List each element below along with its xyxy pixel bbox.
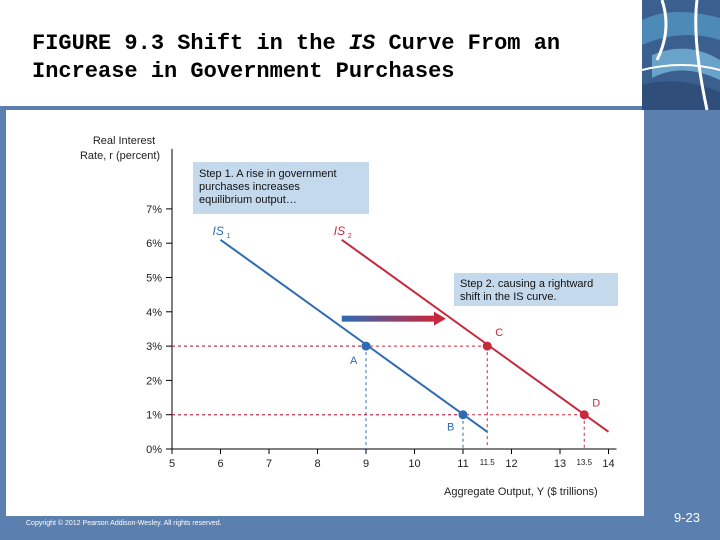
annotation-step2-line: shift in the IS curve.	[460, 291, 557, 303]
point-c	[482, 341, 492, 351]
annotation-step2-line: Step 2. causing a rightward	[460, 278, 593, 290]
x-tick-label: 9	[363, 458, 369, 470]
x-tick-label-extra: 13.5	[576, 458, 592, 467]
x-tick-label: 13	[554, 458, 566, 470]
point-label-a: A	[350, 355, 358, 367]
point-d	[579, 410, 589, 420]
x-tick-label: 12	[505, 458, 517, 470]
annotation-step1-line: equilibrium output…	[199, 194, 297, 206]
y-axis-label-line1: Real Interest	[93, 135, 155, 147]
decorative-corner-graphic	[642, 0, 720, 110]
series-label-subscript: 1	[227, 233, 231, 240]
title-italic: IS	[348, 31, 376, 56]
annotation-step2-box	[454, 273, 618, 306]
annotation-step1-line: Step 1. A rise in government	[199, 168, 337, 180]
title-suffix: Curve From an Increase in Government Pur…	[32, 31, 561, 84]
y-axis-label-line2: Rate, r (percent)	[80, 150, 160, 162]
x-axis-label: Aggregate Output, Y ($ trillions)	[444, 486, 598, 498]
y-tick-label: 0%	[146, 444, 162, 456]
copyright-text: Copyright © 2012 Pearson Addison-Wesley.…	[26, 520, 222, 527]
x-tick-label-extra: 11.5	[480, 458, 496, 467]
shift-arrow-head	[433, 311, 446, 326]
point-label-d: D	[592, 398, 600, 410]
point-a	[361, 341, 371, 351]
x-tick-label: 10	[408, 458, 420, 470]
y-tick-label: 7%	[146, 204, 162, 216]
page-number: 9-23	[673, 510, 700, 525]
x-tick-label: 14	[602, 458, 614, 470]
x-tick-label: 11	[457, 458, 468, 470]
y-tick-label: 3%	[146, 341, 162, 353]
series-label-is2: IS	[334, 224, 345, 238]
shift-arrow-shaft	[341, 315, 434, 322]
point-label-b: B	[447, 422, 454, 434]
series-line-is2	[341, 238, 610, 433]
x-tick-label: 5	[169, 458, 175, 470]
point-b	[458, 410, 468, 420]
y-tick-label: 4%	[146, 307, 162, 319]
y-tick-label: 2%	[146, 375, 162, 387]
y-tick-label: 6%	[146, 238, 162, 250]
x-tick-label: 7	[266, 458, 272, 470]
point-label-c: C	[495, 327, 503, 339]
y-tick-label: 1%	[146, 410, 162, 422]
x-tick-label: 6	[217, 458, 223, 470]
slide-title: FIGURE 9.3 Shift in the IS Curve From an…	[32, 30, 632, 86]
title-prefix: FIGURE 9.3 Shift in the	[32, 31, 349, 56]
annotation-step1-line: purchases increases	[199, 181, 300, 193]
series-line-is1	[219, 238, 488, 433]
y-tick-label: 5%	[146, 273, 162, 285]
x-tick-label: 8	[314, 458, 320, 470]
chart-panel: 0% 1% 2% 3% 4% 5% 6% 7% 5 6 7 8 9 10 11 12 13 14 11.5 13.5 R…	[6, 110, 644, 516]
series-label-subscript: 2	[348, 233, 352, 240]
series-label-is1: IS	[213, 224, 224, 238]
annotation-step1-box	[193, 162, 369, 214]
